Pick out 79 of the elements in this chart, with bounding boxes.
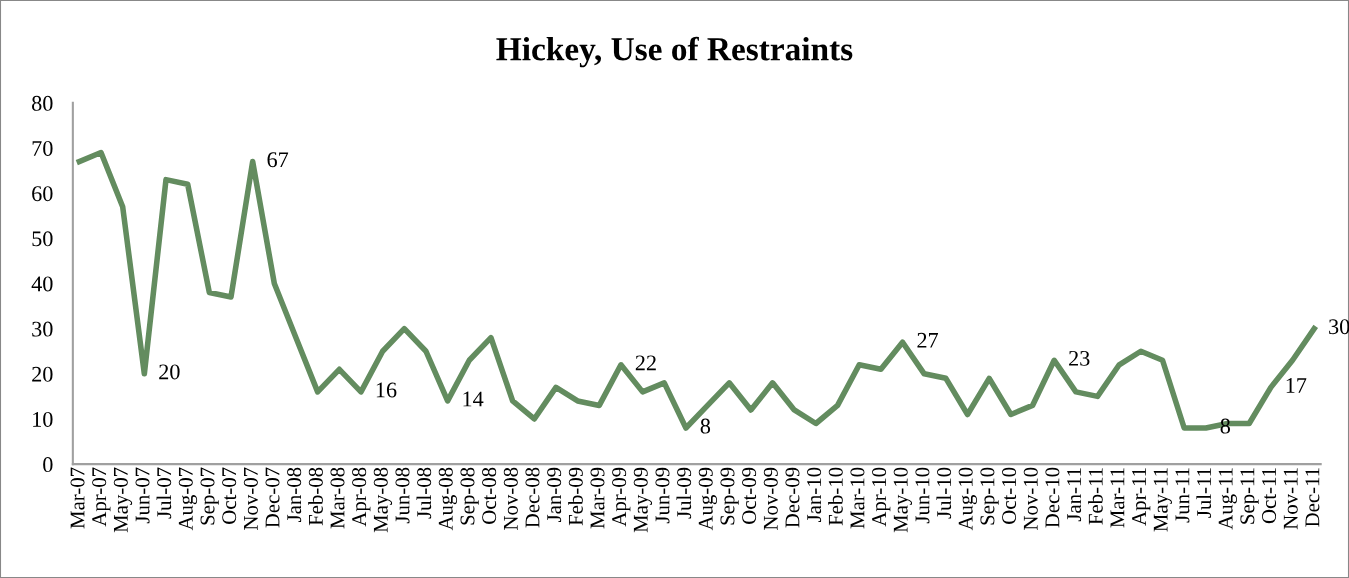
x-tick-label: Oct-11 xyxy=(1262,468,1277,524)
x-tick-label: Mar-07 xyxy=(70,467,85,529)
x-tick-label: Jul-08 xyxy=(416,467,432,519)
x-tick-label: Mar-10 xyxy=(850,467,865,529)
y-tick-label: 80 xyxy=(32,95,53,111)
x-tick-label: May-09 xyxy=(633,467,653,533)
y-tick-label: 60 xyxy=(32,186,53,202)
x-tick-label: Apr-07 xyxy=(92,467,111,527)
x-tick-label: Dec-11 xyxy=(1305,468,1320,527)
x-tick-label: Feb-11 xyxy=(1088,468,1103,525)
x-tick-label: Oct-07 xyxy=(222,467,237,524)
x-tick-label: Jan-09 xyxy=(547,467,562,523)
x-tick-label: May-07 xyxy=(113,467,133,533)
x-tick-label: Oct-09 xyxy=(742,467,757,524)
y-tick-label: 10 xyxy=(33,411,53,427)
y-tick-label: 40 xyxy=(31,276,53,292)
x-tick-label: Jul-07 xyxy=(156,467,172,519)
annotation: 27 xyxy=(917,332,939,348)
y-tick-label: 0 xyxy=(43,457,53,473)
x-tick-label: Oct-10 xyxy=(1002,467,1017,524)
x-tick-label: Nov-07 xyxy=(243,467,258,530)
x-tick-label: Sep-08 xyxy=(460,467,479,525)
annotation: 30 xyxy=(1329,319,1349,335)
x-tick-label: Dec-09 xyxy=(785,467,800,528)
x-tick-label: Jun-08 xyxy=(395,467,410,524)
x-tick-label: Jul-10 xyxy=(936,467,952,519)
x-tick-label: Apr-09 xyxy=(612,467,631,527)
annotation: 8 xyxy=(700,418,711,434)
chart-title: Hickey, Use of Restraints xyxy=(496,36,853,68)
x-tick-label: Nov-10 xyxy=(1023,467,1038,530)
x-tick-label: Aug-10 xyxy=(958,467,977,531)
x-tick-label: Feb-08 xyxy=(308,467,323,526)
annotation: 67 xyxy=(267,152,289,168)
y-tick-label: 50 xyxy=(32,231,53,247)
x-tick-label: Jul-11 xyxy=(1196,468,1212,518)
annotation: 23 xyxy=(1069,350,1090,366)
annotation: 16 xyxy=(376,382,397,398)
x-tick-label: Mar-11 xyxy=(1110,468,1125,528)
x-tick-label: Jan-11 xyxy=(1067,468,1082,522)
x-tick-label: Aug-07 xyxy=(178,467,198,531)
x-tick-label: Oct-08 xyxy=(482,467,497,524)
x-tick-label: Jan-10 xyxy=(807,467,822,523)
x-tick-label: Aug-09 xyxy=(698,467,718,531)
x-tick-label: Apr-11 xyxy=(1132,468,1151,526)
annotation: 20 xyxy=(159,364,180,380)
x-tick-label: Jan-08 xyxy=(287,467,302,523)
x-tick-label: Mar-08 xyxy=(330,467,345,529)
x-tick-label: Jun-11 xyxy=(1175,468,1190,523)
x-tick-label: Apr-08 xyxy=(352,467,371,527)
y-tick-label: 20 xyxy=(32,366,53,382)
annotation: 17 xyxy=(1286,378,1307,393)
annotation: 14 xyxy=(463,391,484,407)
annotation: 8 xyxy=(1220,418,1231,434)
x-tick-label: Nov-08 xyxy=(503,467,518,530)
x-tick-label: Jul-09 xyxy=(676,467,692,519)
x-tick-label: Mar-09 xyxy=(590,467,605,529)
x-tick-label: Aug-11 xyxy=(1218,468,1237,530)
x-tick-label: Sep-07 xyxy=(200,467,219,525)
x-tick-label: Feb-10 xyxy=(828,467,843,526)
x-tick-label: Nov-09 xyxy=(763,467,778,530)
x-tick-label: Jun-10 xyxy=(915,467,930,524)
x-tick-label: Dec-08 xyxy=(525,467,540,528)
x-tick-label: May-10 xyxy=(893,467,913,533)
x-tick-label: Jun-07 xyxy=(135,467,150,524)
annotation: 22 xyxy=(635,355,656,371)
x-tick-label: Feb-09 xyxy=(568,467,583,526)
x-tick-label: Nov-11 xyxy=(1283,468,1298,530)
x-tick-label: Dec-07 xyxy=(265,467,280,528)
x-tick-label: Sep-10 xyxy=(980,467,999,525)
x-tick-label: Sep-11 xyxy=(1240,468,1259,524)
x-tick-label: Aug-08 xyxy=(438,467,458,531)
x-tick-label: Dec-10 xyxy=(1045,467,1060,528)
x-tick-label: Apr-10 xyxy=(872,467,891,527)
y-tick-label: 70 xyxy=(32,140,53,156)
x-tick-label: Jun-09 xyxy=(655,467,670,524)
x-tick-label: May-11 xyxy=(1153,468,1172,532)
x-tick-label: Sep-09 xyxy=(720,467,739,525)
y-tick-label: 30 xyxy=(32,321,53,337)
x-tick-label: May-08 xyxy=(373,467,393,533)
